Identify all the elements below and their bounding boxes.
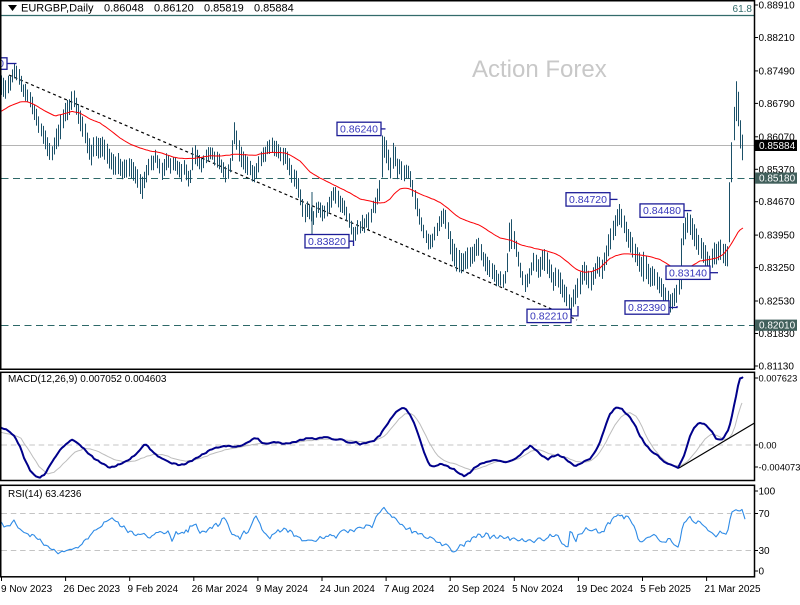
svg-text:0.82010: 0.82010 xyxy=(759,321,796,332)
svg-text:0.86240: 0.86240 xyxy=(340,124,378,136)
svg-text:0.84480: 0.84480 xyxy=(643,205,681,217)
svg-text:7 Aug 2024: 7 Aug 2024 xyxy=(384,584,435,595)
svg-text:0.82530: 0.82530 xyxy=(759,297,796,308)
svg-text:MACD(12,26,9) 0.007052 0.00460: MACD(12,26,9) 0.007052 0.004603 xyxy=(8,374,167,385)
svg-text:0.82390: 0.82390 xyxy=(628,302,666,314)
svg-text:24 Jun 2024: 24 Jun 2024 xyxy=(320,584,375,595)
svg-text:19 Dec 2024: 19 Dec 2024 xyxy=(576,584,633,595)
svg-text:0.87490: 0.87490 xyxy=(759,66,796,77)
svg-text:30: 30 xyxy=(759,546,771,557)
svg-text:9 May 2024: 9 May 2024 xyxy=(256,584,309,595)
svg-text:5 Feb 2025: 5 Feb 2025 xyxy=(640,584,691,595)
svg-text:0.84720: 0.84720 xyxy=(569,194,607,206)
svg-text:EURGBP,Daily: EURGBP,Daily xyxy=(21,3,94,15)
svg-text:0.85180: 0.85180 xyxy=(759,174,796,185)
svg-text:70: 70 xyxy=(759,509,771,520)
svg-text:26 Mar 2024: 26 Mar 2024 xyxy=(192,584,249,595)
svg-text:0.83140: 0.83140 xyxy=(669,267,707,279)
svg-text:5 Nov 2024: 5 Nov 2024 xyxy=(512,584,564,595)
svg-text:100: 100 xyxy=(759,487,776,498)
svg-text:-0.004073: -0.004073 xyxy=(759,463,800,473)
svg-text:0.86790: 0.86790 xyxy=(759,99,796,110)
svg-text:0: 0 xyxy=(759,567,765,578)
svg-text:0.00: 0.00 xyxy=(759,441,777,451)
svg-text:0.86120: 0.86120 xyxy=(154,3,194,15)
svg-text:0.83950: 0.83950 xyxy=(759,231,796,242)
svg-text:21 Mar 2025: 21 Mar 2025 xyxy=(704,584,761,595)
svg-text:0.84670: 0.84670 xyxy=(759,197,796,208)
svg-text:0.81130: 0.81130 xyxy=(759,362,795,373)
svg-text:61.8: 61.8 xyxy=(733,4,753,15)
svg-text:Action Forex: Action Forex xyxy=(472,56,607,83)
svg-text:0.88910: 0.88910 xyxy=(759,1,796,12)
svg-text:RSI(14) 63.4236: RSI(14) 63.4236 xyxy=(8,489,82,500)
svg-text:9 Feb 2024: 9 Feb 2024 xyxy=(128,584,179,595)
svg-text:0.86048: 0.86048 xyxy=(104,3,144,15)
svg-text:0.83250: 0.83250 xyxy=(759,263,796,274)
svg-text:0.88210: 0.88210 xyxy=(759,33,796,44)
svg-text:0.83820: 0.83820 xyxy=(308,236,346,248)
svg-text:0.85884: 0.85884 xyxy=(759,141,796,152)
svg-text:0.82210: 0.82210 xyxy=(530,311,568,323)
svg-text:0.85819: 0.85819 xyxy=(204,3,244,15)
svg-text:20 Sep 2024: 20 Sep 2024 xyxy=(448,584,505,595)
svg-text:9 Nov 2023: 9 Nov 2023 xyxy=(1,584,53,595)
svg-text:0.007623: 0.007623 xyxy=(759,374,798,384)
svg-text:0.85884: 0.85884 xyxy=(254,3,294,15)
svg-text:26 Dec 2023: 26 Dec 2023 xyxy=(63,584,120,595)
